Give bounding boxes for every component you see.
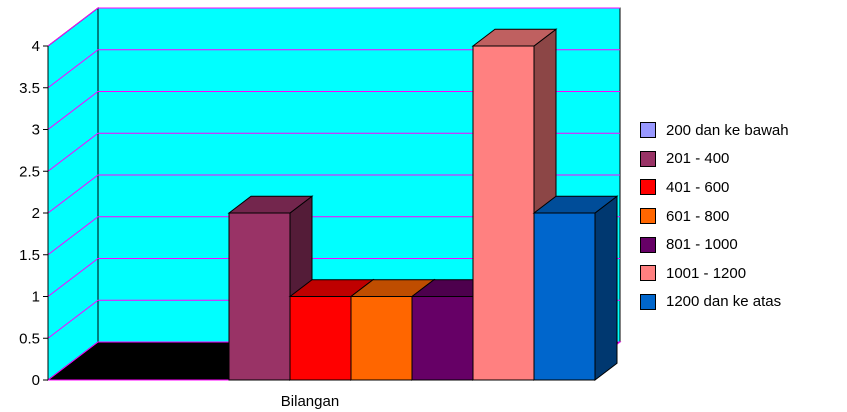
y-tick-label: 1.5: [19, 247, 40, 264]
legend-swatch: [640, 293, 656, 310]
legend-label: 801 - 1000: [666, 236, 738, 254]
y-tick-label: 0: [32, 372, 40, 389]
gridline: [47, 258, 620, 297]
bar-front: [228, 212, 291, 381]
legend-swatch: [640, 236, 656, 253]
gridline: [47, 7, 620, 47]
legend-item: 801 - 1000: [640, 230, 789, 259]
legend-item: 601 - 800: [640, 202, 789, 231]
legend-swatch: [640, 179, 656, 196]
legend-label: 1200 dan ke atas: [666, 293, 782, 311]
legend-swatch: [640, 208, 656, 225]
x-axis-label: Bilangan: [281, 393, 339, 410]
gridline: [47, 216, 620, 256]
y-tick-label: 4: [32, 38, 40, 55]
legend-label: 401 - 600: [666, 178, 730, 196]
bar-front: [350, 296, 413, 381]
legend-item: 401 - 600: [640, 173, 789, 202]
legend-item: 200 dan ke bawah: [640, 116, 789, 145]
legend-swatch: [640, 265, 656, 282]
bar-side: [594, 195, 618, 382]
legend-swatch: [640, 122, 656, 139]
legend-label: 601 - 800: [666, 207, 730, 225]
y-tick-label: 2.5: [19, 163, 40, 180]
gridline: [47, 49, 620, 89]
gridline: [47, 132, 620, 172]
bar-front: [289, 296, 352, 381]
y-tick-label: 3: [32, 122, 40, 139]
legend-item: 201 - 400: [640, 145, 789, 174]
bar-front: [472, 45, 535, 381]
y-tick-label: 1: [32, 289, 40, 306]
gridline: [47, 174, 620, 214]
legend-swatch: [640, 150, 656, 167]
y-tick-label: 0.5: [19, 330, 40, 347]
legend-label: 200 dan ke bawah: [666, 121, 789, 139]
legend-label: 1001 - 1200: [666, 264, 747, 282]
legend-item: 1001 - 1200: [640, 259, 789, 288]
y-axis: 0 0.5 1 1.5 2 2.5 3 3.5 4: [19, 38, 49, 389]
bar-front: [533, 212, 596, 381]
bar-1200-dan-ke-atas: [532, 195, 619, 382]
chart-bars: [227, 28, 619, 382]
bar-front: [411, 296, 474, 381]
legend-item: 1200 dan ke atas: [640, 288, 789, 317]
gridline: [47, 91, 620, 130]
y-tick-label: 3.5: [19, 80, 40, 97]
legend-label: 201 - 400: [666, 150, 730, 168]
chart-legend: 200 dan ke bawah 201 - 400 401 - 600 601 - …: [640, 116, 789, 316]
y-tick-label: 2: [32, 205, 40, 222]
